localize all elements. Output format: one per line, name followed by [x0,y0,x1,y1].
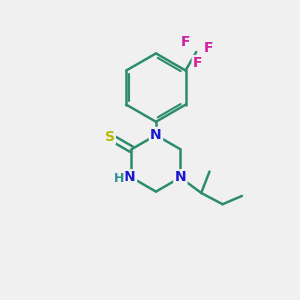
Text: S: S [105,130,115,144]
Text: F: F [181,35,190,50]
Text: N: N [175,170,186,184]
Text: H: H [114,172,124,185]
Text: N: N [124,170,136,184]
Text: F: F [204,41,214,56]
Text: F: F [193,56,202,70]
Text: N: N [150,128,162,142]
